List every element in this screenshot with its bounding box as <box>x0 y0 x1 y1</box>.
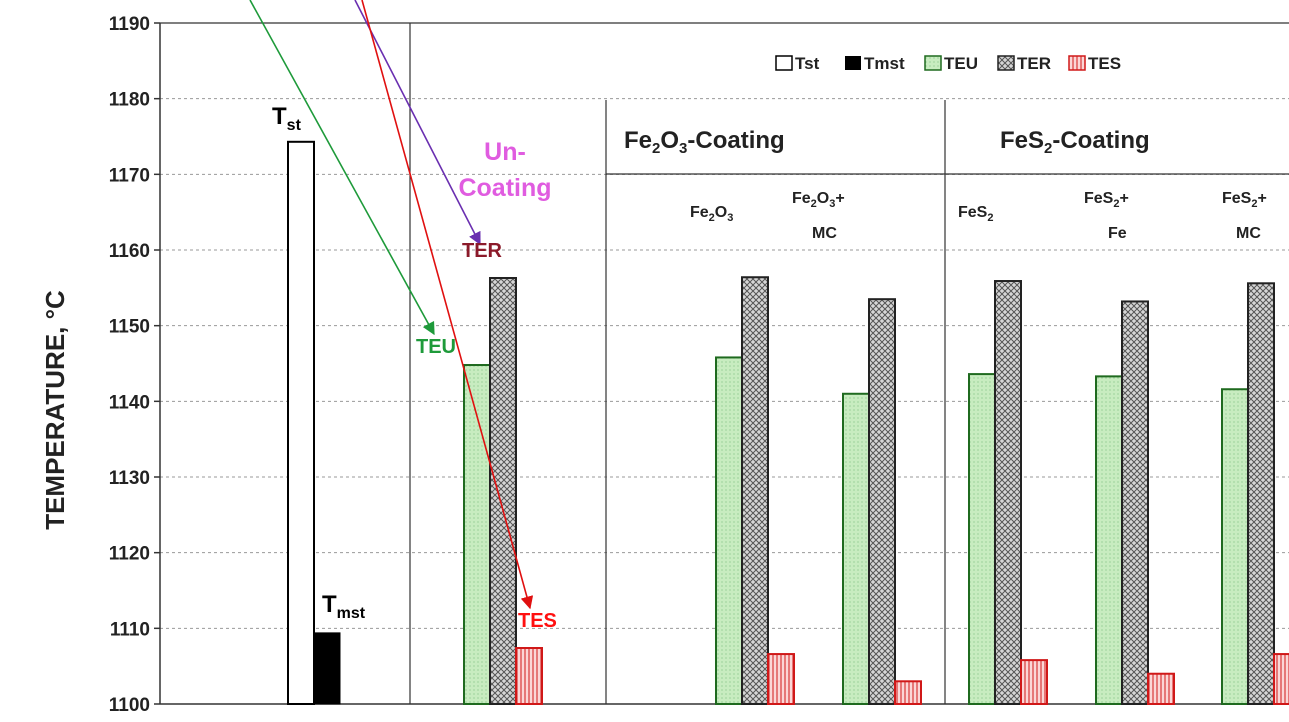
bar-tes <box>1273 653 1289 705</box>
annotation-tes: TES <box>518 610 557 632</box>
bar-tes <box>515 647 543 705</box>
arrow-tes <box>361 0 534 610</box>
subgroup-label-fes2-mc-1: FeS2+ <box>1222 190 1267 210</box>
legend-label-teu: TEU <box>944 54 978 73</box>
bar-teu <box>968 373 996 705</box>
y-tick-label: 1180 <box>109 90 150 111</box>
group-label-fes2-coating: FeS2-Coating <box>1000 127 1150 157</box>
y-tick-label: 1190 <box>109 14 150 35</box>
bar-tmst <box>313 632 341 705</box>
bar-ter <box>868 298 896 705</box>
subgroup-label-fe2o3-mc-1: Fe2O3+ <box>792 190 845 210</box>
bar-ter <box>489 276 517 705</box>
arrow-teu <box>249 0 435 336</box>
arrow-ter <box>354 0 481 246</box>
legend-label-ter: TER <box>1017 54 1051 73</box>
legend-swatch-tst <box>775 55 793 71</box>
y-tick-label: 1160 <box>109 241 150 262</box>
y-tick-label: 1110 <box>110 619 150 640</box>
y-tick-label: 1170 <box>109 165 150 186</box>
bar-teu <box>715 356 743 705</box>
annotation-ter: TER <box>462 240 503 262</box>
bar-ter <box>741 276 769 705</box>
plot-frame <box>159 22 1289 705</box>
bar-teu <box>842 392 870 705</box>
bar-tes <box>1147 672 1175 706</box>
legend-label-tes: TES <box>1088 54 1121 73</box>
legend-swatch-ter <box>997 55 1015 71</box>
bars <box>287 140 1289 706</box>
group-label-uncoating-1: Un- <box>484 138 526 166</box>
y-tick-label: 1150 <box>109 317 150 338</box>
legend-swatch-tes <box>1068 55 1086 71</box>
bar-tes <box>894 680 922 705</box>
subgroup-label-fes2-mc-2: MC <box>1236 225 1261 242</box>
legend: Tst Tmst TEU TER TES <box>775 54 1121 73</box>
bar-teu <box>1221 388 1249 705</box>
bar-tes <box>767 653 795 705</box>
annotation-tst: Tst <box>272 103 302 134</box>
legend-label-tmst: Tmst <box>864 54 905 73</box>
y-tick-label: 1100 <box>109 695 150 716</box>
annotation-tmst: Tmst <box>322 591 366 622</box>
subgroup-label-fes2-fe-2: Fe <box>1108 225 1127 242</box>
bar-teu <box>1095 375 1123 705</box>
bar-ter <box>1247 282 1275 705</box>
group-label-uncoating-2: Coating <box>458 174 551 202</box>
subgroup-label-fes2: FeS2 <box>958 204 993 224</box>
bar-tes <box>1020 659 1048 706</box>
y-axis-label: TEMPERATURE, °C <box>40 290 70 530</box>
legend-swatch-teu <box>924 55 942 71</box>
y-tick-label: 1120 <box>109 544 150 565</box>
bar-ter <box>1121 300 1149 705</box>
group-label-fe2o3-coating: Fe2O3-Coating <box>624 127 785 157</box>
y-tick-label: 1140 <box>109 392 150 413</box>
annotation-teu: TEU <box>416 336 456 358</box>
bar-ter <box>994 280 1022 705</box>
y-tick-labels: 1100 1110 1120 1130 1140 1150 1160 1170 1180 1190 <box>109 14 160 716</box>
y-tick-label: 1130 <box>109 468 150 489</box>
bar-teu <box>463 364 491 705</box>
subgroup-label-fe2o3: Fe2O3 <box>690 204 733 224</box>
bar-tst <box>287 140 315 705</box>
legend-label-tst: Tst <box>795 54 820 73</box>
legend-swatch-tmst <box>845 56 861 70</box>
subgroup-label-fes2-fe-1: FeS2+ <box>1084 190 1129 210</box>
subgroup-label-fe2o3-mc-2: MC <box>812 225 837 242</box>
